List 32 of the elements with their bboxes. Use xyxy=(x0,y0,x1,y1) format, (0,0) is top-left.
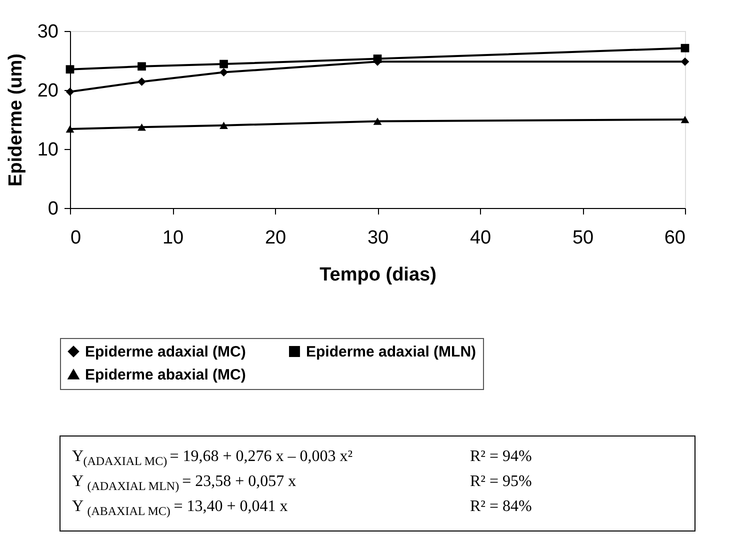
y-axis-title: Epiderme (um) xyxy=(5,53,26,187)
legend-label: Epiderme abaxial (MC) xyxy=(85,366,246,384)
x-tick-label: 50 xyxy=(572,228,594,248)
point xyxy=(220,60,228,68)
y-tick-label: 30 xyxy=(37,22,58,42)
text: R² = 94% xyxy=(470,448,532,465)
legend-label: Epiderme adaxial (MLN) xyxy=(306,344,476,361)
x-tick-label: 60 xyxy=(664,228,686,248)
x-tick-label: 20 xyxy=(264,228,286,248)
text: Y (ABAXIAL MC) = 13,40 + 0,041 x xyxy=(72,498,288,518)
point xyxy=(680,57,690,66)
point xyxy=(138,78,146,86)
x-tick-label: 40 xyxy=(470,228,492,248)
point xyxy=(680,116,690,124)
y-tick-label: 10 xyxy=(37,140,58,160)
point xyxy=(373,118,382,125)
x-tick-label: 0 xyxy=(70,228,82,248)
x-axis-title: Tempo (dias) xyxy=(320,264,436,286)
text: R² = 95% xyxy=(470,473,532,490)
point xyxy=(220,122,228,130)
point xyxy=(680,44,690,52)
y-tick-label: 20 xyxy=(37,80,58,102)
point xyxy=(138,124,146,131)
y-tick-label: 0 xyxy=(48,198,58,220)
point xyxy=(220,68,228,76)
text: R² = 84% xyxy=(470,498,532,515)
point xyxy=(66,125,74,133)
x-tick-label: 30 xyxy=(367,228,389,248)
point xyxy=(138,62,146,71)
legend-label: Epiderme adaxial (MC) xyxy=(85,344,246,361)
point xyxy=(66,65,74,74)
x-tick-label: 10 xyxy=(162,228,184,248)
